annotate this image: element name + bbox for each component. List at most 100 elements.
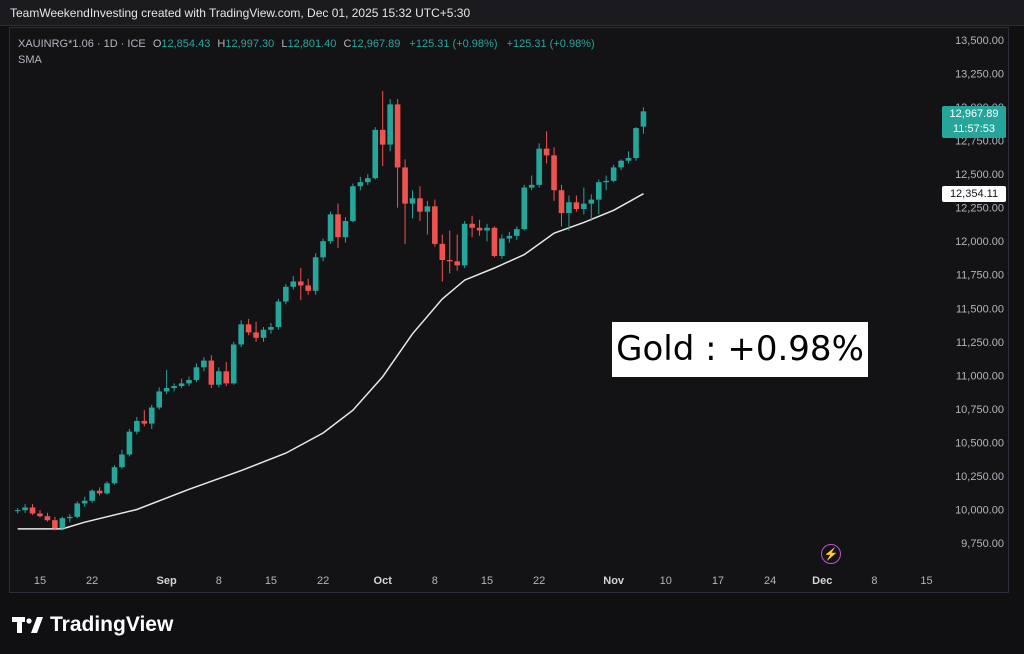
candle-body xyxy=(238,324,244,345)
y-axis-tick-label: 10,250.00 xyxy=(955,471,1004,483)
y-axis-tick-label: 12,500.00 xyxy=(955,169,1004,181)
x-axis-tick-label: 8 xyxy=(871,575,877,587)
candle-body xyxy=(610,167,617,181)
y-axis-tick-label: 12,000.00 xyxy=(955,236,1004,248)
candle-body xyxy=(402,167,408,204)
y-axis-tick-label: 12,250.00 xyxy=(955,203,1004,215)
candle-body xyxy=(618,160,624,168)
x-axis-tick-label: 22 xyxy=(533,575,545,587)
x-axis-tick-label: 15 xyxy=(34,575,46,587)
candle-body xyxy=(305,285,311,291)
candle-body xyxy=(268,327,274,330)
candle-body xyxy=(424,206,431,212)
candle-body xyxy=(208,360,215,385)
candle-body xyxy=(335,214,341,238)
candle-body xyxy=(81,500,88,504)
x-axis-tick-label: 22 xyxy=(317,575,329,587)
candle-body xyxy=(52,520,58,529)
candle-body xyxy=(417,198,423,212)
candle-body xyxy=(461,223,468,266)
y-axis-tick-label: 12,750.00 xyxy=(955,136,1004,148)
candle-body xyxy=(566,202,572,214)
candle-body xyxy=(216,371,222,385)
candle-body xyxy=(640,111,647,127)
candle-body xyxy=(245,324,252,333)
candle-body xyxy=(134,420,140,432)
x-axis-tick-label: 15 xyxy=(481,575,493,587)
candle-body xyxy=(96,490,103,494)
y-axis-tick-label: 10,750.00 xyxy=(955,404,1004,416)
y-axis-tick-label: 11,750.00 xyxy=(956,270,1004,282)
candle-body xyxy=(14,510,21,512)
x-axis-tick-label: 8 xyxy=(216,575,222,587)
candle-body xyxy=(588,199,595,204)
candle-body xyxy=(394,104,401,168)
candle-body xyxy=(432,206,438,244)
candle-body xyxy=(253,332,259,338)
y-axis-tick-label: 13,250.00 xyxy=(955,69,1004,81)
candle-body xyxy=(543,148,550,156)
candle-body xyxy=(573,202,580,210)
candle-body xyxy=(104,483,110,494)
candle-body xyxy=(201,360,207,368)
candle-body xyxy=(327,214,334,242)
candle-body xyxy=(528,184,535,188)
candle-body xyxy=(350,186,356,222)
legend-close-value: 12,967.89 xyxy=(351,38,401,50)
x-axis-tick-label: Sep xyxy=(157,575,177,587)
candle-body xyxy=(22,507,28,511)
candle-body xyxy=(320,241,326,258)
candle-body xyxy=(603,180,609,183)
candle-body xyxy=(148,407,155,424)
candle-body xyxy=(521,187,528,230)
last-price-tag: 12,967.89 11:57:53 xyxy=(942,106,1006,138)
candle-body xyxy=(178,383,185,387)
candle-body xyxy=(514,229,520,236)
candle-body xyxy=(581,203,587,210)
legend-low-value: 12,801.40 xyxy=(287,38,337,50)
y-axis-tick-label: 11,000.00 xyxy=(956,370,1004,382)
candle-body xyxy=(163,388,170,392)
candle-body xyxy=(446,259,453,262)
candle-body xyxy=(536,148,542,185)
y-axis-tick-label: 10,500.00 xyxy=(955,437,1004,449)
candle-body xyxy=(551,155,557,191)
candle-body xyxy=(230,344,237,384)
x-axis-tick-label: Nov xyxy=(603,575,625,587)
brand-name: TradingView xyxy=(50,613,174,636)
candle-body xyxy=(625,158,632,161)
candle-body xyxy=(342,221,349,238)
lightning-icon[interactable]: ⚡ xyxy=(821,544,841,564)
candle-body xyxy=(223,371,230,384)
legend-indicator-sma[interactable]: SMA xyxy=(18,54,42,66)
candle-body xyxy=(171,386,177,389)
x-axis-tick-label: 22 xyxy=(86,575,98,587)
y-axis-tick-label: 13,500.00 xyxy=(955,35,1004,47)
legend-low-label: L xyxy=(281,38,288,50)
legend-change-secondary: +125.31 (+0.98%) xyxy=(506,38,595,50)
candle-body xyxy=(365,178,371,183)
candle-body xyxy=(387,104,393,145)
chart-frame xyxy=(9,27,1009,593)
gold-change-annotation: Gold : +0.98% xyxy=(612,322,868,377)
x-axis-tick-label: Oct xyxy=(374,575,393,587)
candle-body xyxy=(506,235,513,239)
candle-body xyxy=(283,286,289,302)
candle-body xyxy=(141,420,148,424)
candle-body xyxy=(186,380,192,384)
candle-body xyxy=(312,257,319,291)
x-axis-tick-label: 15 xyxy=(265,575,277,587)
x-axis-tick-label: 17 xyxy=(712,575,724,587)
candle-body xyxy=(357,182,364,187)
candle-body xyxy=(476,227,483,231)
candle-body xyxy=(409,198,416,204)
candle-body xyxy=(156,391,162,408)
candle-body xyxy=(29,507,36,514)
legend-symbol[interactable]: XAUINRG*1.06 · 1D · ICE xyxy=(18,38,146,50)
candle-body xyxy=(484,227,490,231)
candle-body xyxy=(379,129,386,145)
chart-header-title: TeamWeekendInvesting created with Tradin… xyxy=(0,0,1024,26)
candle-body xyxy=(439,243,446,260)
last-price-value: 12,967.89 xyxy=(949,108,999,120)
